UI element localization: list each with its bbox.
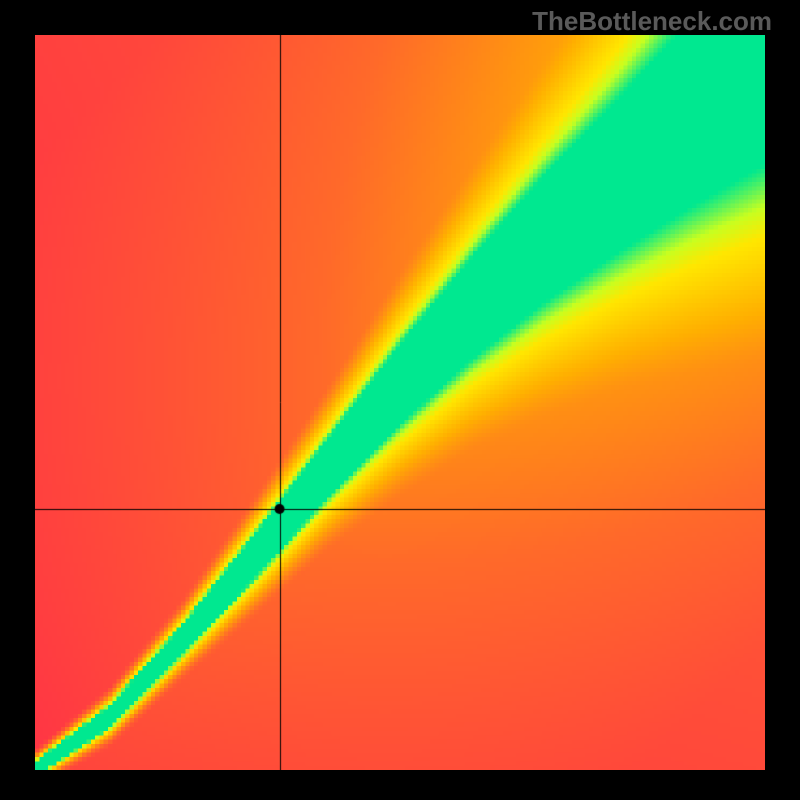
crosshair-overlay <box>35 35 765 770</box>
chart-container: TheBottleneck.com <box>0 0 800 800</box>
watermark-text: TheBottleneck.com <box>532 6 772 37</box>
